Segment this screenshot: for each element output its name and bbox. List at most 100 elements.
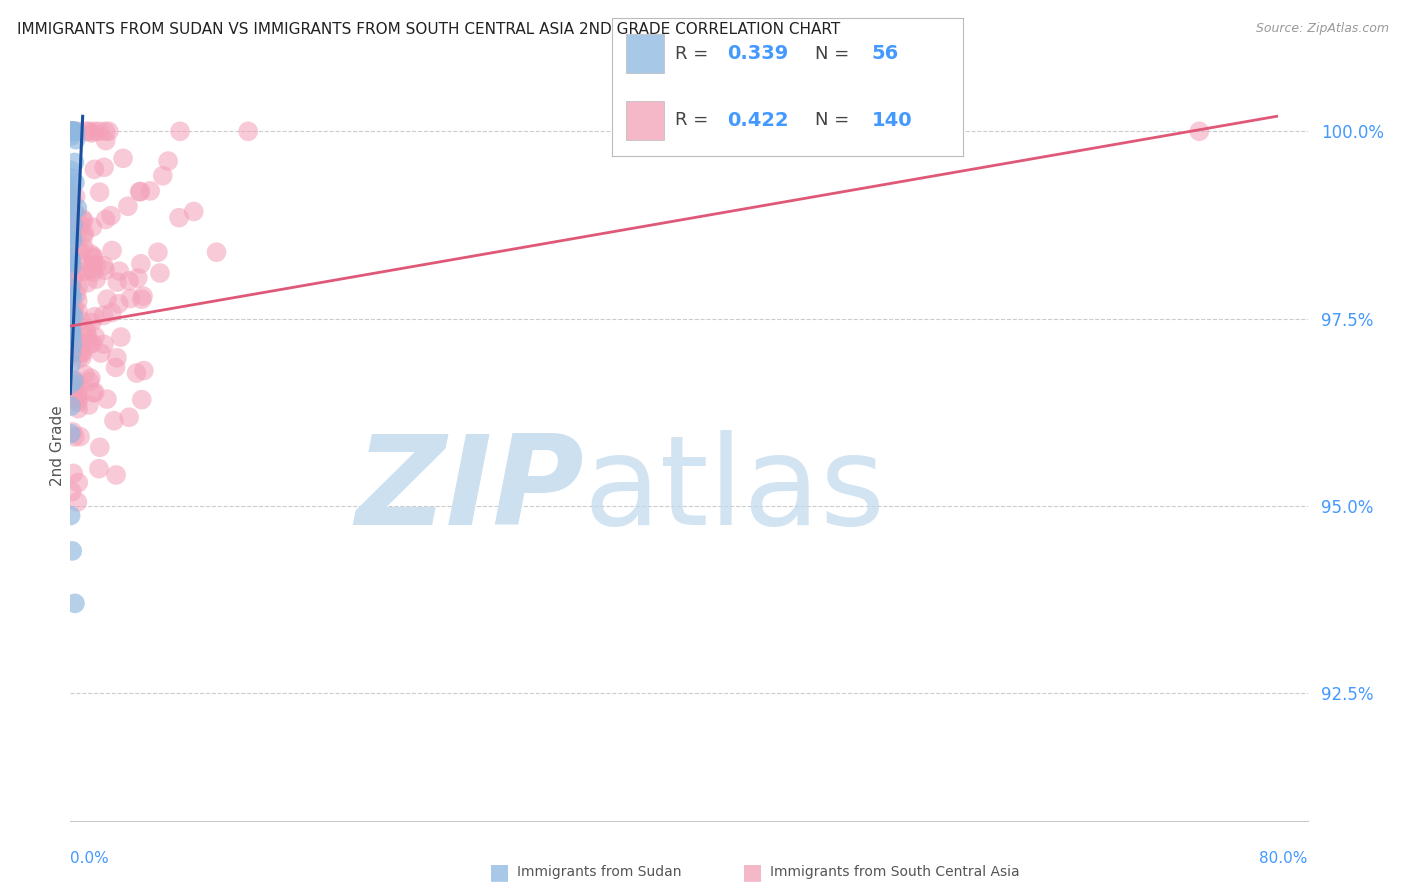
Point <box>62 372 84 386</box>
Point <box>59 288 82 302</box>
Point <box>77 398 100 412</box>
Point <box>59 163 82 178</box>
Point <box>1188 124 1211 138</box>
Point <box>80 315 103 329</box>
Point <box>73 226 96 240</box>
Text: Source: ZipAtlas.com: Source: ZipAtlas.com <box>1256 22 1389 36</box>
Point <box>87 461 110 475</box>
Point <box>132 289 155 303</box>
Y-axis label: 2nd Grade: 2nd Grade <box>49 406 65 486</box>
Point <box>238 124 260 138</box>
Text: 80.0%: 80.0% <box>1260 851 1308 866</box>
Point <box>118 410 141 425</box>
Point <box>62 467 84 481</box>
Point <box>62 204 84 219</box>
Point <box>60 345 83 359</box>
Point <box>157 154 180 169</box>
Point <box>94 263 117 277</box>
Point <box>79 337 101 351</box>
Text: 56: 56 <box>872 45 898 63</box>
Point <box>67 401 90 416</box>
Point <box>66 287 89 301</box>
Point <box>60 278 83 293</box>
Point <box>110 330 132 344</box>
Point <box>67 475 90 490</box>
Point <box>67 304 90 318</box>
Point <box>72 346 94 360</box>
Point <box>80 126 103 140</box>
Point <box>60 252 83 266</box>
Point <box>60 278 83 293</box>
Point <box>59 324 82 338</box>
Point <box>60 260 83 274</box>
Point <box>63 430 86 444</box>
Point <box>60 191 83 205</box>
Point <box>66 238 89 252</box>
Point <box>59 310 82 325</box>
Point <box>59 323 82 337</box>
Point <box>82 385 104 400</box>
Point <box>66 386 89 401</box>
Point <box>83 310 105 324</box>
Point <box>131 292 153 306</box>
Point <box>62 124 84 138</box>
Point <box>83 162 105 177</box>
Point <box>59 186 82 200</box>
Point <box>72 213 94 227</box>
Point <box>94 212 117 227</box>
Point <box>73 240 96 254</box>
Point <box>66 392 89 407</box>
Point <box>96 292 118 306</box>
Point <box>82 220 104 235</box>
Point <box>66 495 89 509</box>
Point <box>60 329 83 343</box>
Point <box>66 395 89 409</box>
Point <box>59 426 82 441</box>
Point <box>59 280 82 294</box>
Text: R =: R = <box>675 45 714 62</box>
Point <box>69 345 91 359</box>
Bar <box>626 35 665 73</box>
Point <box>183 204 205 219</box>
Point <box>62 271 84 285</box>
Point <box>76 263 98 277</box>
Point <box>59 508 82 523</box>
Point <box>60 227 83 242</box>
Point <box>65 124 87 138</box>
Point <box>83 265 105 279</box>
Point <box>104 360 127 375</box>
Point <box>128 185 150 199</box>
Point <box>63 176 86 190</box>
Point <box>93 337 115 351</box>
Point <box>105 468 128 483</box>
Point <box>205 245 228 260</box>
Point <box>89 185 111 199</box>
Point <box>125 366 148 380</box>
Point <box>96 392 118 406</box>
Point <box>60 124 83 138</box>
Point <box>117 199 139 213</box>
Point <box>72 229 94 244</box>
Point <box>60 268 83 282</box>
Point <box>60 124 83 138</box>
Point <box>65 133 87 147</box>
Point <box>72 211 94 226</box>
Point <box>82 336 104 351</box>
Text: IMMIGRANTS FROM SUDAN VS IMMIGRANTS FROM SOUTH CENTRAL ASIA 2ND GRADE CORRELATIO: IMMIGRANTS FROM SUDAN VS IMMIGRANTS FROM… <box>17 22 841 37</box>
Point <box>94 124 117 138</box>
Point <box>82 251 104 265</box>
Point <box>76 276 98 290</box>
Point <box>60 124 83 138</box>
Point <box>62 124 84 138</box>
Point <box>60 124 83 138</box>
Point <box>89 440 111 454</box>
Point <box>93 161 115 175</box>
Point <box>60 544 83 558</box>
Point <box>60 333 83 347</box>
Text: atlas: atlas <box>583 431 886 551</box>
Point <box>146 245 169 260</box>
Point <box>63 596 86 610</box>
Point <box>105 275 128 289</box>
Point <box>139 184 162 198</box>
Point <box>59 180 82 194</box>
